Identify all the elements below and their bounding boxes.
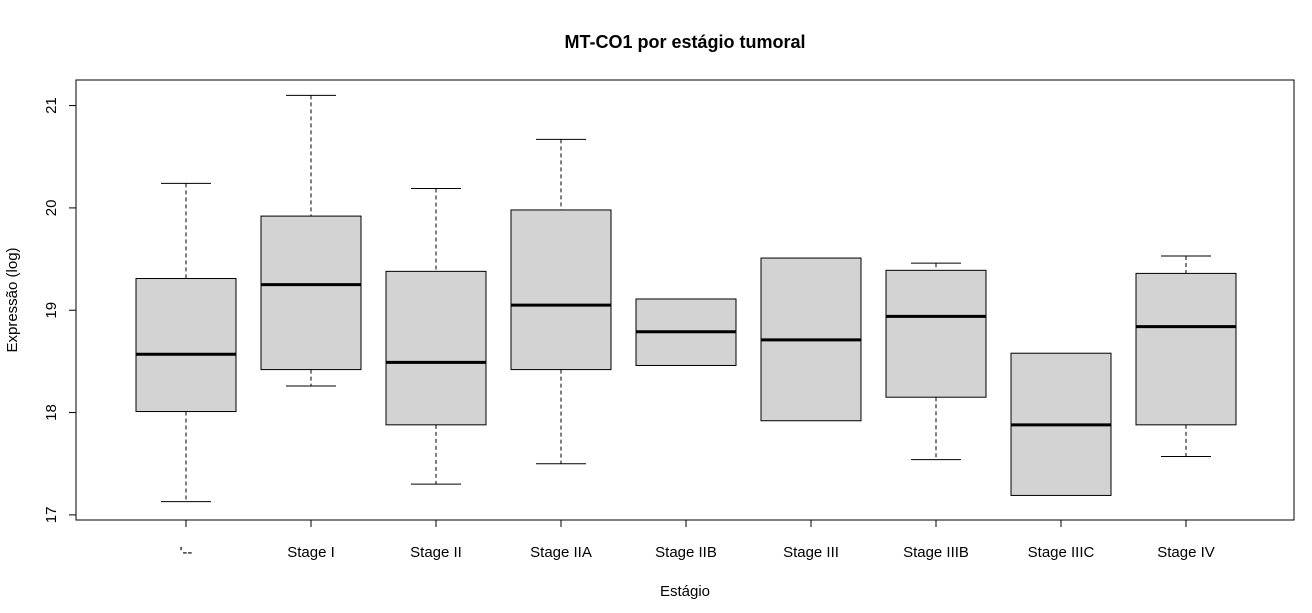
x-tick-label: '-- — [180, 544, 193, 561]
box-2 — [260, 94, 362, 387]
x-tick-label: Stage III — [783, 544, 839, 561]
box-8 — [1010, 352, 1112, 496]
y-tick-label: 19 — [43, 302, 60, 319]
y-axis: 17 18 19 20 21 — [43, 97, 77, 524]
box-9 — [1135, 255, 1237, 458]
iqr-box — [260, 215, 362, 371]
x-axis-label: Estágio — [660, 583, 710, 600]
box-7 — [885, 262, 987, 461]
iqr-box — [385, 270, 487, 426]
y-tick-label: 17 — [43, 507, 60, 524]
iqr-box — [135, 278, 237, 413]
y-tick-label: 21 — [43, 97, 60, 114]
x-tick-label: Stage IIA — [530, 544, 592, 561]
iqr-box — [1135, 272, 1237, 426]
x-tick-label: Stage IV — [1157, 544, 1215, 561]
y-tick-label: 20 — [43, 200, 60, 217]
box-4 — [510, 138, 612, 465]
iqr-box — [510, 209, 612, 371]
boxes-group — [135, 94, 1237, 503]
x-tick-label: Stage IIIC — [1028, 544, 1095, 561]
iqr-box — [885, 269, 987, 398]
box-6 — [760, 257, 862, 422]
chart-title: MT-CO1 por estágio tumoral — [564, 32, 805, 52]
y-axis-label: Expressão (log) — [4, 247, 21, 352]
box-5 — [635, 298, 737, 366]
x-tick-label: Stage IIB — [655, 544, 717, 561]
x-tick-label: Stage IIIB — [903, 544, 969, 561]
x-axis: '-- Stage I Stage II Stage IIA Stage IIB Stag… — [180, 520, 1215, 561]
x-tick-label: Stage I — [287, 544, 335, 561]
box-3 — [385, 187, 487, 485]
box-1 — [135, 182, 237, 503]
x-tick-label: Stage II — [410, 544, 462, 561]
y-tick-label: 18 — [43, 404, 60, 421]
